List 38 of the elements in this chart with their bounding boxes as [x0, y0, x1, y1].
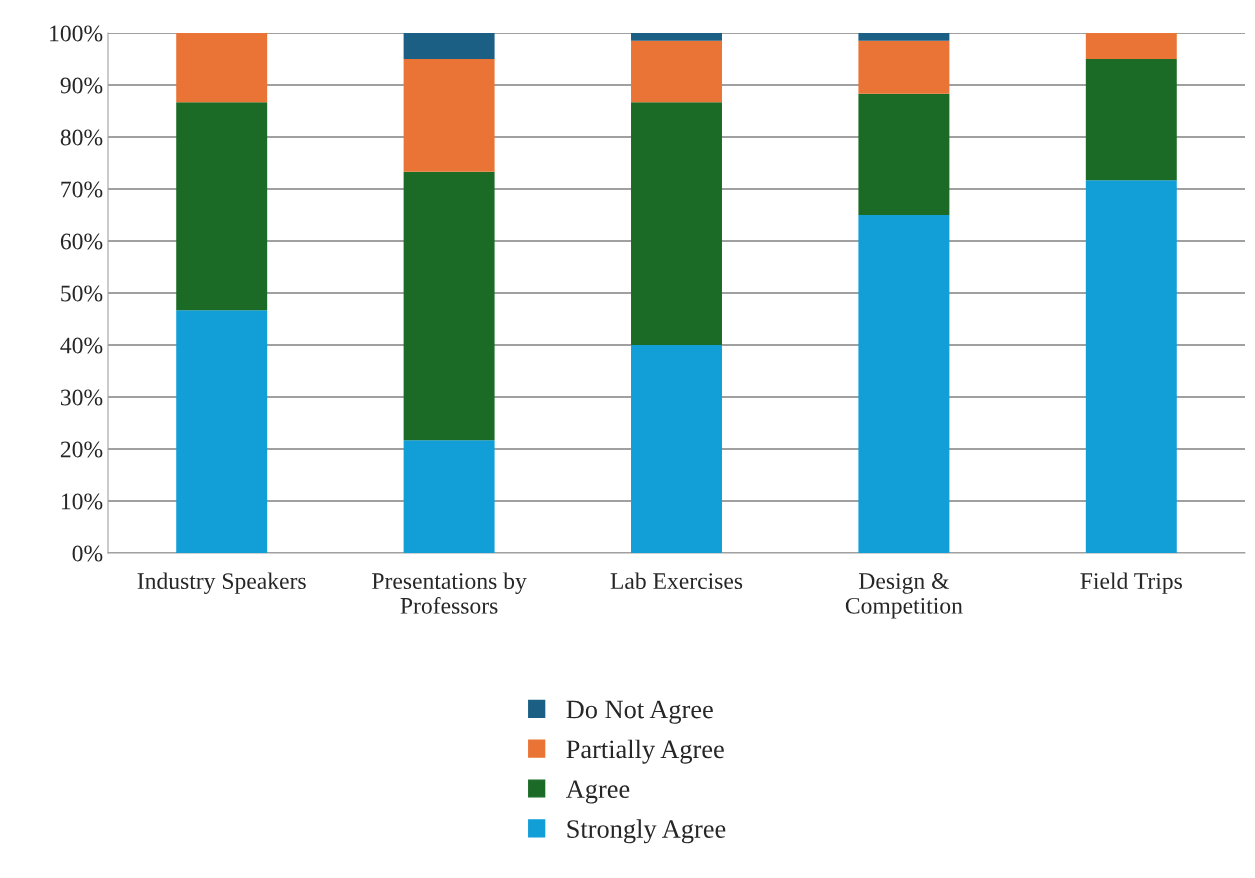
- x-tick-label: Design & Competition: [845, 573, 963, 619]
- y-tick-label: 10%: [61, 493, 103, 510]
- bar: [631, 102, 722, 345]
- legend-label: Do Not Agree: [566, 700, 713, 724]
- x-tick-label: Presentations by Professors: [372, 572, 527, 614]
- y-tick-label: 0%: [72, 545, 103, 562]
- bar: [631, 345, 722, 553]
- bar: [176, 310, 268, 553]
- bar: [858, 33, 950, 41]
- bar: [403, 33, 495, 59]
- legend-label: Partially Agree: [566, 739, 724, 764]
- bar: [631, 40, 722, 103]
- y-tick-label: 100%: [50, 25, 103, 42]
- bar: [176, 33, 268, 103]
- x-tick-label: Industry Speakers: [137, 572, 306, 594]
- y-tick-label: 60%: [60, 233, 103, 250]
- y-tick-label: 80%: [60, 129, 103, 146]
- legend-label: Agree: [565, 780, 630, 804]
- y-tick-label: 20%: [60, 441, 103, 458]
- bar: [403, 440, 495, 553]
- y-tick-label: 30%: [60, 389, 103, 406]
- bar: [858, 93, 950, 215]
- y-tick-label: 90%: [60, 77, 103, 94]
- bar: [1085, 180, 1177, 553]
- bar: [403, 171, 495, 441]
- x-tick-label: Field Trips: [1080, 572, 1182, 594]
- y-tick-label: 70%: [61, 181, 103, 198]
- bar: [631, 33, 722, 41]
- bar: [403, 59, 495, 172]
- legend-label: Strongly Agree: [567, 819, 726, 844]
- y-tick-label: 40%: [60, 337, 103, 354]
- x-tick-label: Lab Exercises: [610, 572, 743, 590]
- bar: [1085, 33, 1177, 59]
- bar: [176, 102, 268, 311]
- bar: [858, 215, 950, 553]
- bar: [858, 40, 950, 94]
- y-tick-label: 50%: [61, 285, 103, 302]
- bar: [1085, 59, 1177, 181]
